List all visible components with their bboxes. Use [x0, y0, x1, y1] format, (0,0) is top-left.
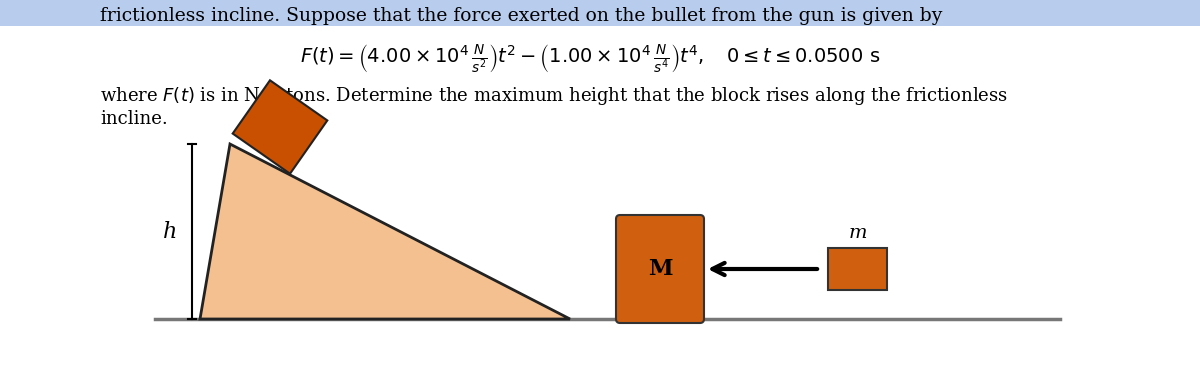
Text: m: m: [848, 224, 866, 242]
Text: frictionless incline. Suppose that the force exerted on the bullet from the gun : frictionless incline. Suppose that the f…: [100, 7, 942, 25]
Polygon shape: [233, 80, 328, 174]
Text: incline.: incline.: [100, 110, 168, 128]
Text: $F(t) = \left(4.00 \times 10^4\,\frac{N}{s^2}\right)t^2 - \left(1.00 \times 10^4: $F(t) = \left(4.00 \times 10^4\,\frac{N}…: [300, 42, 880, 74]
Text: h: h: [163, 221, 178, 242]
Text: where $F(t)$ is in Newtons. Determine the maximum height that the block rises al: where $F(t)$ is in Newtons. Determine th…: [100, 85, 1008, 107]
FancyBboxPatch shape: [616, 215, 704, 323]
Text: M: M: [648, 258, 672, 280]
Polygon shape: [200, 144, 570, 319]
Bar: [0, 0, 1200, 26]
FancyBboxPatch shape: [828, 248, 887, 290]
